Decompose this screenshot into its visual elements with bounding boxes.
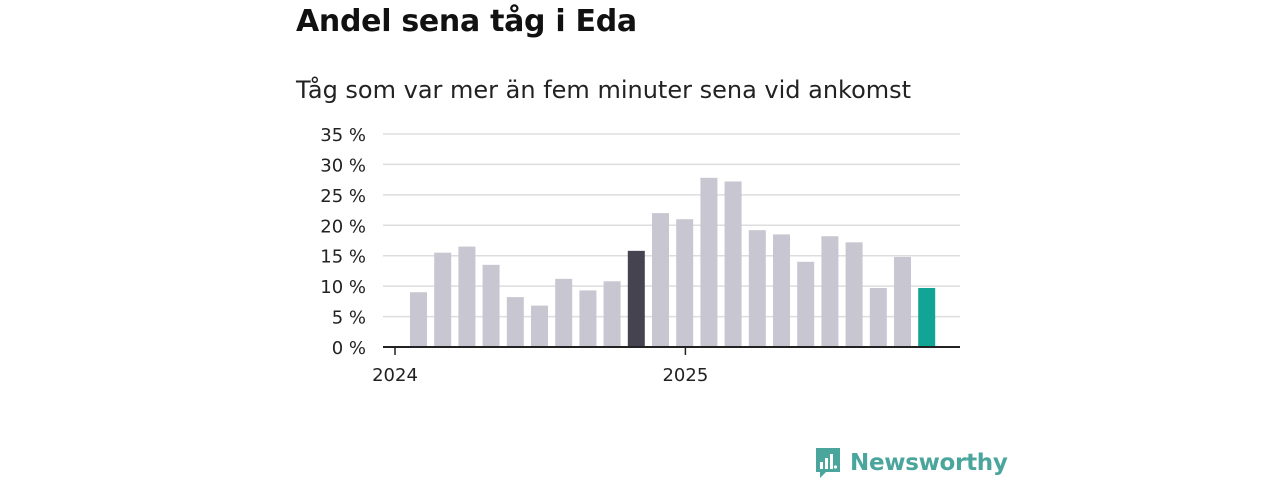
y-tick-label: 35 % bbox=[320, 125, 366, 146]
chart-subtitle: Tåg som var mer än fem minuter sena vid … bbox=[296, 76, 912, 104]
y-tick-label: 5 % bbox=[332, 308, 366, 329]
bars bbox=[410, 177, 936, 347]
y-axis-tick-labels: 0 % 5 % 10 % 15 % 20 % 25 % 30 % 35 % bbox=[320, 125, 366, 359]
x-axis-ticks: 2024 2025 bbox=[372, 347, 708, 386]
y-tick-label: 30 % bbox=[320, 155, 366, 176]
y-tick-label: 15 % bbox=[320, 247, 366, 268]
gridlines bbox=[383, 133, 960, 318]
bar-chart: 0 % 5 % 10 % 15 % 20 % 25 % 30 % 35 % 2024 2025 bbox=[320, 125, 960, 386]
bar bbox=[748, 230, 766, 347]
bar bbox=[676, 219, 694, 347]
newsworthy-brand: Newsworthy bbox=[814, 446, 1008, 480]
y-tick-label: 10 % bbox=[320, 277, 366, 298]
bar bbox=[603, 281, 621, 347]
bar bbox=[652, 213, 669, 347]
bar bbox=[555, 278, 573, 347]
bar bbox=[845, 242, 863, 347]
bar bbox=[724, 181, 742, 347]
chart-title: Andel sena tåg i Eda bbox=[296, 4, 637, 39]
bar bbox=[531, 305, 548, 347]
newsworthy-logo-icon bbox=[816, 448, 840, 478]
brand-name: Newsworthy bbox=[850, 450, 1008, 476]
bar bbox=[506, 297, 524, 347]
bar bbox=[918, 287, 936, 347]
bar bbox=[797, 261, 815, 347]
bar bbox=[434, 252, 452, 347]
bar bbox=[458, 246, 476, 347]
bar bbox=[627, 250, 645, 347]
bar bbox=[773, 234, 790, 347]
y-tick-label: 25 % bbox=[320, 186, 366, 207]
x-tick-label: 2025 bbox=[662, 365, 708, 386]
y-tick-label: 20 % bbox=[320, 216, 366, 237]
bar bbox=[700, 177, 718, 347]
bar bbox=[579, 290, 597, 347]
bar bbox=[410, 292, 427, 347]
bar bbox=[482, 264, 500, 347]
y-tick-label: 0 % bbox=[332, 338, 366, 359]
bar bbox=[869, 287, 887, 347]
bar bbox=[821, 236, 839, 347]
x-tick-label: 2024 bbox=[372, 365, 418, 386]
bar bbox=[894, 256, 911, 347]
